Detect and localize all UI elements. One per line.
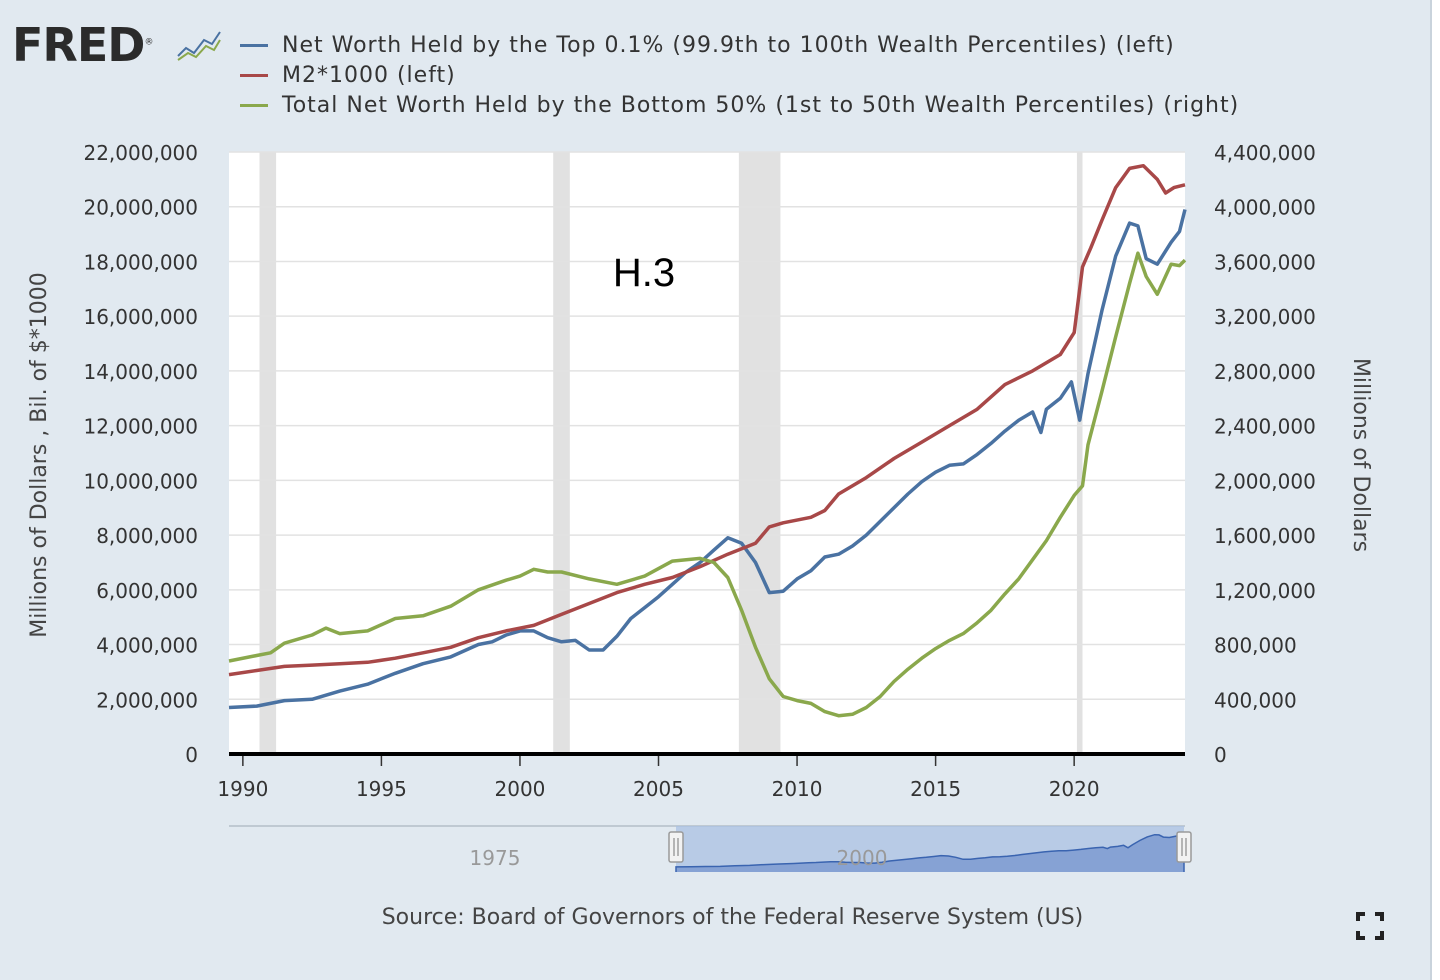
source-note: Source: Board of Governors of the Federa… bbox=[381, 905, 1084, 930]
recession-band-3 bbox=[1076, 152, 1083, 754]
y-right-tick-label: 1,600,000 bbox=[1214, 524, 1316, 548]
legend-label-bottom50: Total Net Worth Held by the Bottom 50% (… bbox=[282, 92, 1240, 118]
y-left-tick-label: 20,000,000 bbox=[83, 196, 198, 220]
fullscreen-expand-icon[interactable] bbox=[1356, 912, 1384, 940]
x-tick-label: 1990 bbox=[217, 777, 268, 801]
y-left-tick-label: 6,000,000 bbox=[96, 579, 198, 603]
x-tick-label: 2020 bbox=[1049, 777, 1100, 801]
fred-trend-lines-icon bbox=[176, 26, 222, 64]
chart-annotation: H.3 bbox=[613, 251, 675, 295]
legend-swatch-top01 bbox=[240, 43, 268, 47]
y-right-tick-label: 3,200,000 bbox=[1214, 305, 1316, 329]
y-left-tick-label: 18,000,000 bbox=[83, 250, 198, 274]
legend-label-m2: M2*1000 (left) bbox=[282, 62, 456, 88]
y-left-tick-label: 4,000,000 bbox=[96, 634, 198, 658]
y-right-axis-title: Millions of Dollars bbox=[1348, 358, 1373, 552]
legend-item-top01[interactable]: Net Worth Held by the Top 0.1% (99.9th t… bbox=[240, 32, 1175, 58]
y-right-tick-label: 4,400,000 bbox=[1214, 141, 1316, 165]
navigator-left-handle[interactable] bbox=[668, 831, 684, 863]
y-left-tick-label: 8,000,000 bbox=[96, 524, 198, 548]
y-left-tick-label: 2,000,000 bbox=[96, 688, 198, 712]
x-tick-label: 2010 bbox=[772, 777, 823, 801]
y-right-tick-label: 2,000,000 bbox=[1214, 469, 1316, 493]
recession-band-0 bbox=[259, 152, 277, 754]
y-left-tick-label: 0 bbox=[185, 743, 198, 767]
y-right-tick-label: 400,000 bbox=[1214, 688, 1297, 712]
legend-swatch-m2 bbox=[240, 73, 268, 77]
y-left-tick-label: 22,000,000 bbox=[83, 141, 198, 165]
legend-label-top01: Net Worth Held by the Top 0.1% (99.9th t… bbox=[282, 32, 1175, 58]
x-tick-label: 1995 bbox=[356, 777, 407, 801]
logo-text: FRED bbox=[12, 18, 145, 72]
navigator-tick-label: 2000 bbox=[837, 846, 888, 870]
recession-band-1 bbox=[553, 152, 570, 754]
x-tick-label: 2015 bbox=[910, 777, 961, 801]
navigator-series-line bbox=[675, 832, 1185, 872]
y-right-tick-label: 3,600,000 bbox=[1214, 250, 1316, 274]
y-left-tick-label: 10,000,000 bbox=[83, 469, 198, 493]
y-right-tick-label: 800,000 bbox=[1214, 634, 1297, 658]
y-right-tick-label: 2,400,000 bbox=[1214, 415, 1316, 439]
y-left-tick-label: 12,000,000 bbox=[83, 415, 198, 439]
x-tick-label: 2000 bbox=[495, 777, 546, 801]
plot-area bbox=[229, 152, 1185, 754]
navigator-tick-label: 1975 bbox=[470, 846, 521, 870]
y-left-axis-title: Millions of Dollars , Bil. of $*1000 bbox=[27, 272, 52, 638]
series-line-m2 bbox=[228, 163, 1186, 677]
recession-band-2 bbox=[738, 152, 781, 754]
y-right-tick-label: 0 bbox=[1214, 743, 1227, 767]
y-left-tick-label: 14,000,000 bbox=[83, 360, 198, 384]
registered-mark: ® bbox=[144, 37, 153, 48]
y-right-tick-label: 2,800,000 bbox=[1214, 360, 1316, 384]
y-right-tick-label: 4,000,000 bbox=[1214, 196, 1316, 220]
legend-item-m2[interactable]: M2*1000 (left) bbox=[240, 62, 456, 88]
navigator-series-area bbox=[676, 833, 1184, 872]
x-tick-label: 2005 bbox=[633, 777, 684, 801]
fred-logo[interactable]: FRED® bbox=[12, 22, 153, 68]
navigator-right-handle[interactable] bbox=[1176, 831, 1192, 863]
series-line-top01 bbox=[228, 209, 1187, 710]
y-right-tick-label: 1,200,000 bbox=[1214, 579, 1316, 603]
legend-item-bottom50[interactable]: Total Net Worth Held by the Bottom 50% (… bbox=[240, 92, 1239, 118]
y-left-tick-label: 16,000,000 bbox=[83, 305, 198, 329]
series-line-bottom50 bbox=[228, 251, 1187, 718]
chart-svg: 0 2,000,000 4,000,000 6,000,000 8,000,000 10,… bbox=[27, 141, 1373, 872]
legend-swatch-bottom50 bbox=[240, 103, 268, 107]
